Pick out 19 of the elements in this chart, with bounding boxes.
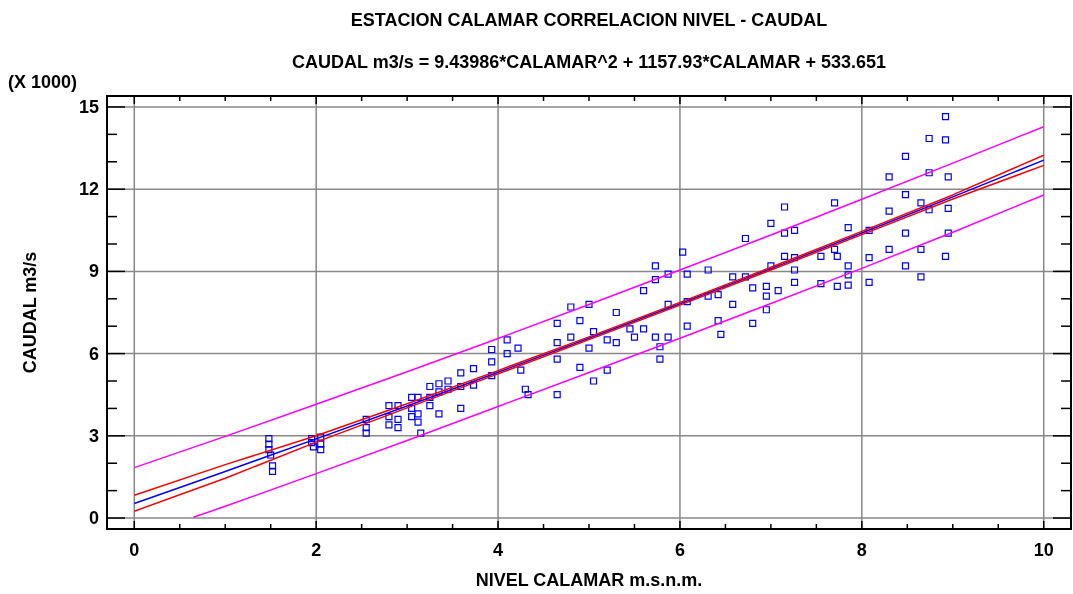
line-series [133, 125, 1045, 469]
x-tick-label: 2 [311, 540, 322, 560]
chart-title: ESTACION CALAMAR CORRELACION NIVEL - CAUDAL [350, 10, 828, 30]
y-tick-label: 9 [88, 261, 99, 282]
y-tick-label: 3 [88, 425, 99, 446]
text: (X 1000) [8, 72, 78, 92]
y-tick-label: 0 [88, 508, 99, 529]
x-tick-label: 10 [1033, 540, 1054, 560]
y-tick-label: 15 [78, 96, 99, 117]
x-axis-title: NIVEL CALAMAR m.s.n.m. [475, 570, 703, 590]
line-series [192, 194, 1045, 518]
x-tick-label: 6 [674, 540, 685, 560]
y-axis-title: CAUDAL m3/s [20, 251, 40, 374]
y-tick-label: 6 [88, 343, 99, 364]
x-tick-label: 8 [856, 540, 867, 560]
y-tick-label: 12 [78, 179, 99, 200]
chart-subtitle: CAUDAL m3/s = 9.43986*CALAMAR^2 + 1157.93*CALAMAR + 533.651 [292, 52, 886, 72]
x-tick-label: 0 [129, 540, 140, 560]
x-tick-label: 4 [493, 540, 504, 560]
